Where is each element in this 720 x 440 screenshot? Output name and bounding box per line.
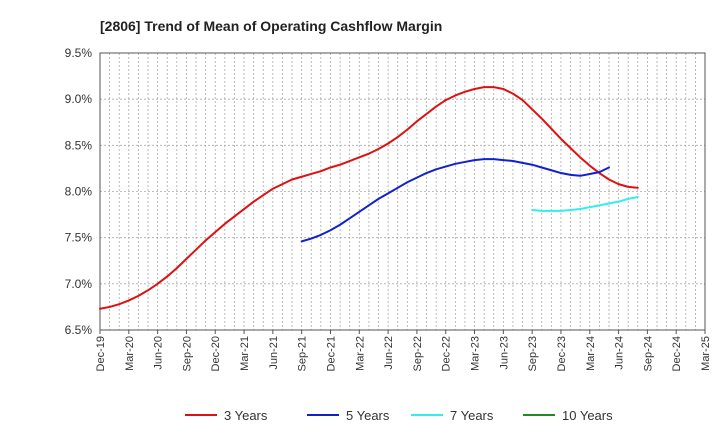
x-tick-label: Sep-22 (412, 336, 424, 371)
x-tick-label: Dec-19 (95, 336, 107, 371)
x-tick-label: Sep-23 (527, 336, 539, 371)
y-tick-label: 8.5% (65, 138, 93, 152)
x-tick-label: Jun-23 (498, 336, 510, 370)
x-tick-label: Mar-25 (700, 336, 712, 371)
legend: 3 Years 5 Years 7 Years 10 Years (185, 408, 613, 423)
x-tick-label: Jun-22 (383, 336, 395, 370)
series-line-7-years (531, 196, 639, 212)
x-tick-label: Mar-23 (470, 336, 482, 371)
series-lines (99, 86, 639, 310)
x-tick-label: Mar-20 (124, 336, 136, 371)
x-tick-label: Jun-20 (153, 336, 165, 370)
x-tick-label: Dec-23 (556, 336, 568, 371)
x-tick-label: Jun-24 (614, 336, 626, 370)
chart-title: [2806] Trend of Mean of Operating Cashfl… (100, 18, 442, 34)
legend-label: 5 Years (346, 408, 390, 423)
y-tick-label: 7.5% (65, 231, 93, 245)
x-tick-label: Jun-21 (268, 336, 280, 370)
x-tick-label: Mar-24 (585, 336, 597, 371)
x-tick-label: Sep-21 (297, 336, 309, 371)
y-tick-label: 8.0% (65, 185, 93, 199)
series-line-5-years (300, 158, 610, 243)
x-tick-label: Mar-22 (354, 336, 366, 371)
x-tick-label: Dec-24 (671, 336, 683, 371)
legend-label: 3 Years (224, 408, 268, 423)
y-tick-label: 9.5% (65, 46, 93, 60)
y-tick-label: 9.0% (65, 92, 93, 106)
x-tick-label: Dec-21 (325, 336, 337, 371)
y-tick-label: 6.5% (65, 323, 93, 337)
x-tick-label: Dec-22 (441, 336, 453, 371)
y-tick-label: 7.0% (65, 277, 93, 291)
plot-frame (99, 52, 706, 331)
x-tick-label: Sep-24 (642, 336, 654, 371)
series-line-3-years (99, 86, 639, 310)
x-tick-label: Sep-20 (181, 336, 193, 371)
legend-label: 10 Years (562, 408, 613, 423)
legend-label: 7 Years (450, 408, 494, 423)
axes: 6.5% 7.0% 7.5% 8.0% 8.5% 9.0% 9.5% Dec-19 Mar-20… (65, 46, 712, 371)
x-tick-label: Mar-21 (239, 336, 251, 371)
grid (100, 53, 705, 330)
x-tick-label: Dec-20 (210, 336, 222, 371)
